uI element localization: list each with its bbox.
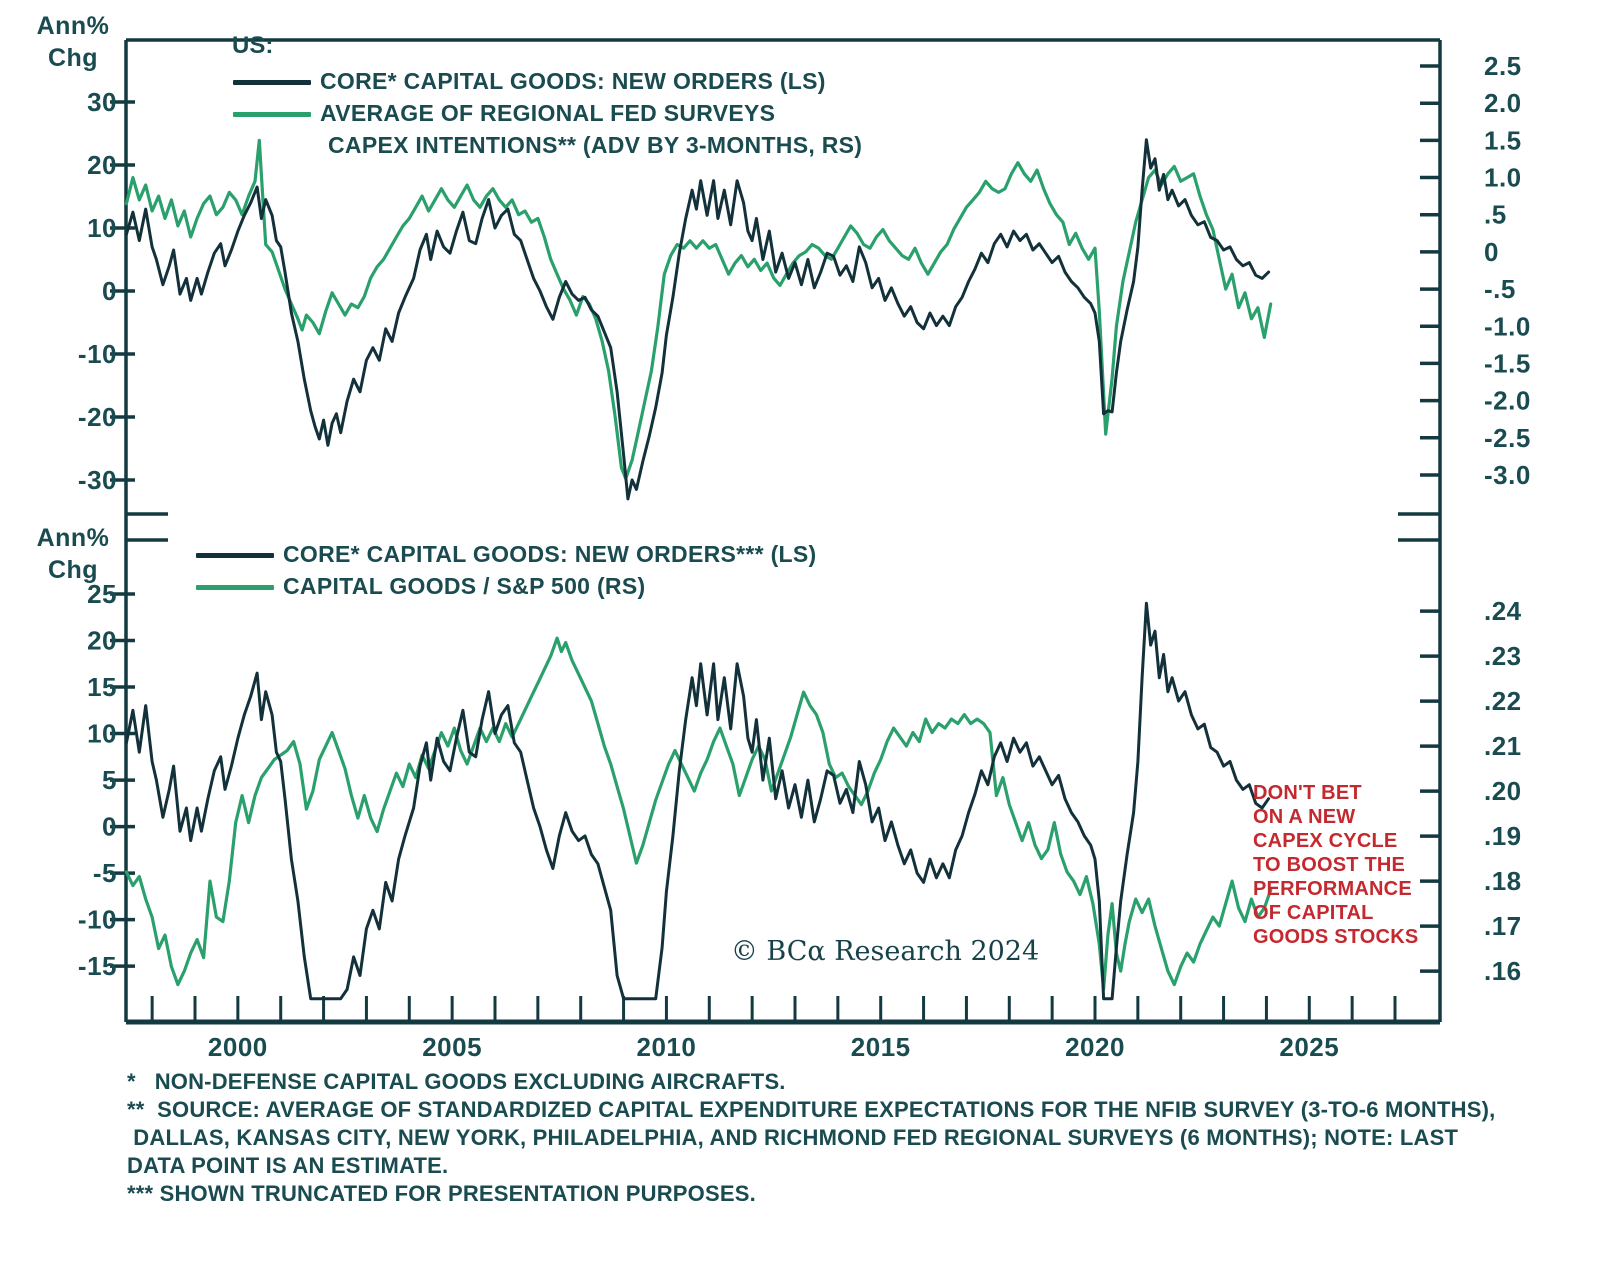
bottom-left-label--15: -15	[78, 951, 117, 981]
top-right-label-1.0: 1.0	[1484, 163, 1522, 193]
bottom-left-axis-title-line1: Ann%	[36, 524, 110, 552]
bottom-right-label-.21: .21	[1484, 731, 1522, 761]
top-left-label-0: 0	[102, 276, 117, 306]
year-label-2015: 2015	[851, 1032, 911, 1062]
chart-frame	[124, 38, 1442, 1025]
top-right-label-0: 0	[1484, 237, 1499, 267]
footnote-3: *** SHOWN TRUNCATED FOR PRESENTATION PUR…	[127, 1181, 756, 1206]
year-label-2000: 2000	[208, 1032, 268, 1062]
bottom-left-label-10: 10	[87, 719, 117, 749]
x-axis-ticks	[150, 996, 1397, 1022]
annotation-line: OF CAPITAL	[1253, 902, 1374, 924]
footnote-2-cont2: DATA POINT IS AN ESTIMATE.	[127, 1153, 449, 1178]
bottom-left-label-25: 25	[87, 579, 117, 609]
bottom-left-label-5: 5	[102, 765, 117, 795]
top-left-axis-title-line1: Ann%	[36, 12, 110, 40]
top-right-label--1.0: -1.0	[1484, 311, 1531, 341]
bottom-right-label-.16: .16	[1484, 956, 1522, 986]
bottom-right-label-.19: .19	[1484, 821, 1522, 851]
top-left-label--20: -20	[78, 402, 117, 432]
footnotes: * NON-DEFENSE CAPITAL GOODS EXCLUDING AI…	[127, 1068, 1495, 1208]
legend-label-core-orders-truncated: CORE* CAPITAL GOODS: NEW ORDERS*** (LS)	[283, 541, 817, 567]
footnote-1: * NON-DEFENSE CAPITAL GOODS EXCLUDING AI…	[127, 1069, 786, 1094]
footnote-2-cont: DALLAS, KANSAS CITY, NEW YORK, PHILADELP…	[127, 1125, 1459, 1150]
top-left-label-20: 20	[87, 150, 117, 180]
year-label-2005: 2005	[422, 1032, 482, 1062]
bottom-left-label-20: 20	[87, 625, 117, 655]
legend-label-capex-line2: CAPEX INTENTIONS** (ADV BY 3-MONTHS, RS)	[328, 132, 863, 158]
annotation-line: TO BOOST THE	[1253, 854, 1406, 876]
annotation-line: PERFORMANCE	[1253, 878, 1412, 900]
top-right-label-.5: .5	[1484, 200, 1507, 230]
top-right-label-1.5: 1.5	[1484, 125, 1522, 155]
annotation-line: ON A NEW	[1253, 806, 1356, 828]
bottom-left-label-0: 0	[102, 812, 117, 842]
copyright-text: © BCα Research 2024	[730, 936, 1040, 967]
top-right-label-2.5: 2.5	[1484, 51, 1522, 81]
legend-swatch-ratio	[196, 585, 274, 590]
top-left-axis-title-line2: Chg	[47, 44, 99, 72]
top-left-label-30: 30	[87, 87, 117, 117]
top-right-label-2.0: 2.0	[1484, 88, 1522, 118]
top-right-label--1.5: -1.5	[1484, 348, 1531, 378]
legend-label-capex-line1: AVERAGE OF REGIONAL FED SURVEYS	[320, 100, 776, 126]
bottom-left-label--5: -5	[93, 858, 117, 888]
year-label-2025: 2025	[1279, 1032, 1339, 1062]
top-right-label--.5: -.5	[1484, 274, 1516, 304]
bottom-right-label-.22: .22	[1484, 686, 1522, 716]
legend-swatch-core-orders-truncated	[196, 553, 274, 558]
top-right-label--2.5: -2.5	[1484, 423, 1531, 453]
top-left-label--10: -10	[78, 339, 117, 369]
annotation-line: DON'T BET	[1253, 782, 1362, 804]
year-label-2020: 2020	[1065, 1032, 1125, 1062]
x-axis-labels: 2000 2005 2010 2015 2020 2025	[208, 1032, 1339, 1062]
bottom-right-label-.20: .20	[1484, 776, 1522, 806]
panel-bottom: 25 20 15 10 5 0 -5 -10 -15 .24 .23 .22 .21 .20 .19 .18.…	[78, 579, 1522, 1001]
legend-label-ratio: CAPITAL GOODS / S&P 500 (RS)	[283, 573, 646, 599]
annotation-line: GOODS STOCKS	[1253, 926, 1419, 948]
top-left-label-10: 10	[87, 213, 117, 243]
top-series-capex-line	[124, 138, 1273, 481]
bottom-right-label-.24: .24	[1484, 596, 1522, 626]
top-right-label--2.0: -2.0	[1484, 386, 1531, 416]
top-left-label--30: -30	[78, 465, 117, 495]
footnote-2: ** SOURCE: AVERAGE OF STANDARDIZED CAPIT…	[127, 1097, 1496, 1122]
top-series-orders-line	[124, 138, 1271, 501]
region-label: US:	[232, 32, 274, 59]
bottom-series-orders-line	[124, 601, 1271, 1001]
annotation-line: CAPEX CYCLE	[1253, 830, 1398, 852]
annotation-capex-cycle: DON'T BET ON A NEW CAPEX CYCLE TO BOOST …	[1253, 781, 1463, 949]
bottom-right-label-.23: .23	[1484, 641, 1522, 671]
top-right-label--3.0: -3.0	[1484, 460, 1531, 490]
legend-swatch-capex-intentions	[233, 112, 311, 117]
bottom-right-label-.18: .18	[1484, 866, 1522, 896]
legend-label-core-orders: CORE* CAPITAL GOODS: NEW ORDERS (LS)	[320, 68, 826, 94]
bottom-series-ratio-line	[124, 636, 1273, 991]
panel-top: 30 20 10 0 -10 -20 -30 2.5 2.0 1.5 1.0 .5 0 -.5 -1.0 -1…	[78, 51, 1531, 501]
bottom-left-axis-title-line2: Chg	[47, 556, 99, 584]
bottom-right-label-.17: .17	[1484, 911, 1522, 941]
bottom-left-label--10: -10	[78, 905, 117, 935]
bottom-left-label-15: 15	[87, 672, 117, 702]
legend-swatch-core-orders	[233, 80, 311, 85]
year-label-2010: 2010	[637, 1032, 697, 1062]
